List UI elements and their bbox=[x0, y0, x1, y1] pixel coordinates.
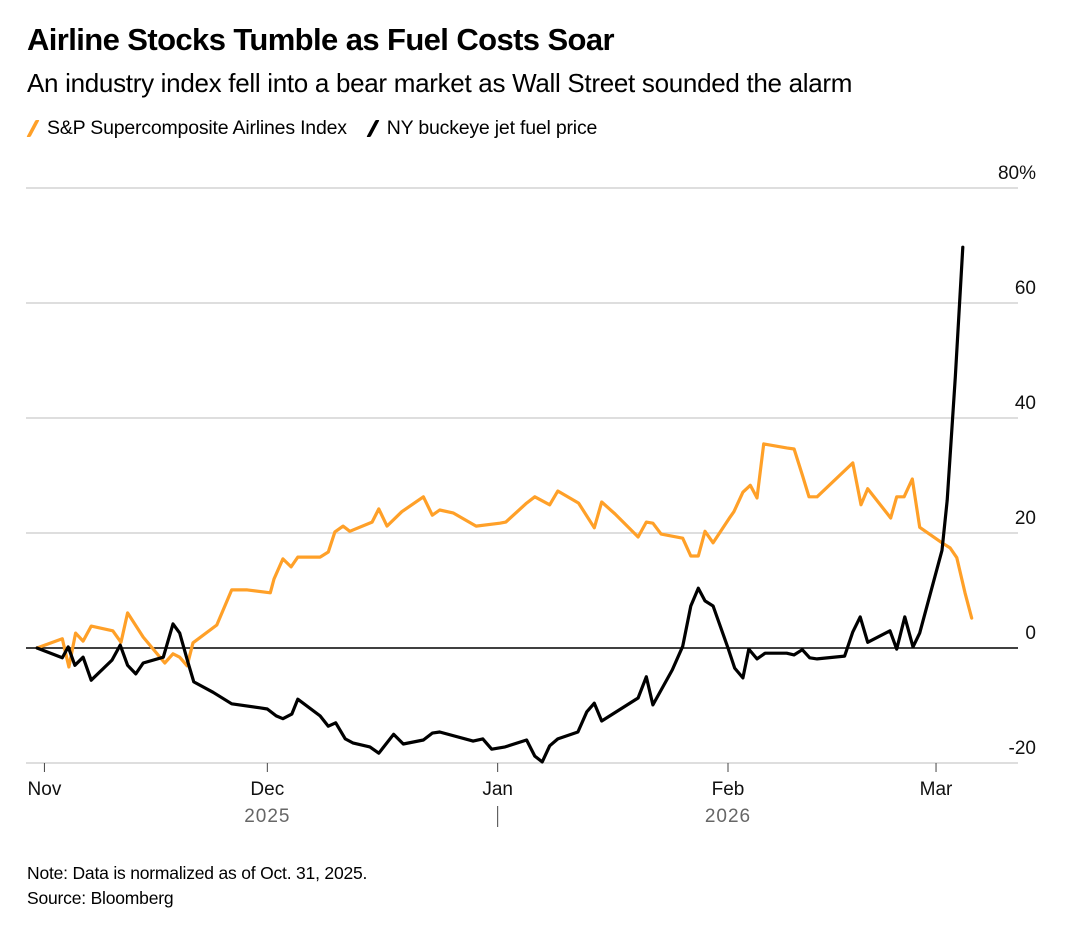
legend-swatch-jet-fuel bbox=[366, 120, 380, 137]
y-tick-label: 40 bbox=[1015, 393, 1036, 414]
source-credit: Source: Bloomberg bbox=[27, 888, 174, 908]
chart-subtitle: An industry index fell into a bear marke… bbox=[27, 68, 853, 98]
x-tick-label: Jan bbox=[482, 779, 513, 800]
legend: S&P Supercomposite Airlines Index NY buc… bbox=[26, 117, 617, 140]
y-tick-label: 20 bbox=[1015, 508, 1036, 529]
series-line-jet-fuel bbox=[35, 245, 965, 764]
series-line-airlines-index bbox=[35, 442, 974, 669]
x-tick-label: Mar bbox=[920, 779, 953, 800]
x-axis: Nov Dec Jan Feb Mar 2025 2026 bbox=[28, 763, 953, 827]
y-tick-label: -20 bbox=[1009, 738, 1036, 759]
y-tick-label: 80% bbox=[998, 163, 1036, 184]
legend-item-airlines-index: S&P Supercomposite Airlines Index bbox=[26, 117, 347, 140]
x-year-label: 2026 bbox=[705, 806, 751, 827]
y-axis-labels: 80% 60 40 20 0 -20 bbox=[998, 163, 1036, 759]
x-tick-label: Nov bbox=[28, 779, 62, 800]
line-chart: 80% 60 40 20 0 -20 Nov Dec Jan Feb Mar 2025 2026 bbox=[26, 163, 1036, 827]
legend-label-airlines-index: S&P Supercomposite Airlines Index bbox=[47, 117, 347, 139]
x-tick-label: Dec bbox=[250, 779, 284, 800]
y-tick-label: 60 bbox=[1015, 278, 1036, 299]
legend-item-jet-fuel: NY buckeye jet fuel price bbox=[366, 117, 598, 140]
x-year-label: 2025 bbox=[244, 806, 290, 827]
x-tick-label: Feb bbox=[712, 779, 745, 800]
chart-title: Airline Stocks Tumble as Fuel Costs Soar bbox=[27, 22, 615, 57]
series-lines bbox=[35, 245, 974, 764]
y-tick-label: 0 bbox=[1025, 623, 1036, 644]
footnote: Note: Data is normalized as of Oct. 31, … bbox=[27, 863, 368, 883]
legend-swatch-airlines-index bbox=[26, 120, 40, 137]
gridlines bbox=[26, 187, 1018, 764]
legend-label-jet-fuel: NY buckeye jet fuel price bbox=[386, 117, 598, 139]
